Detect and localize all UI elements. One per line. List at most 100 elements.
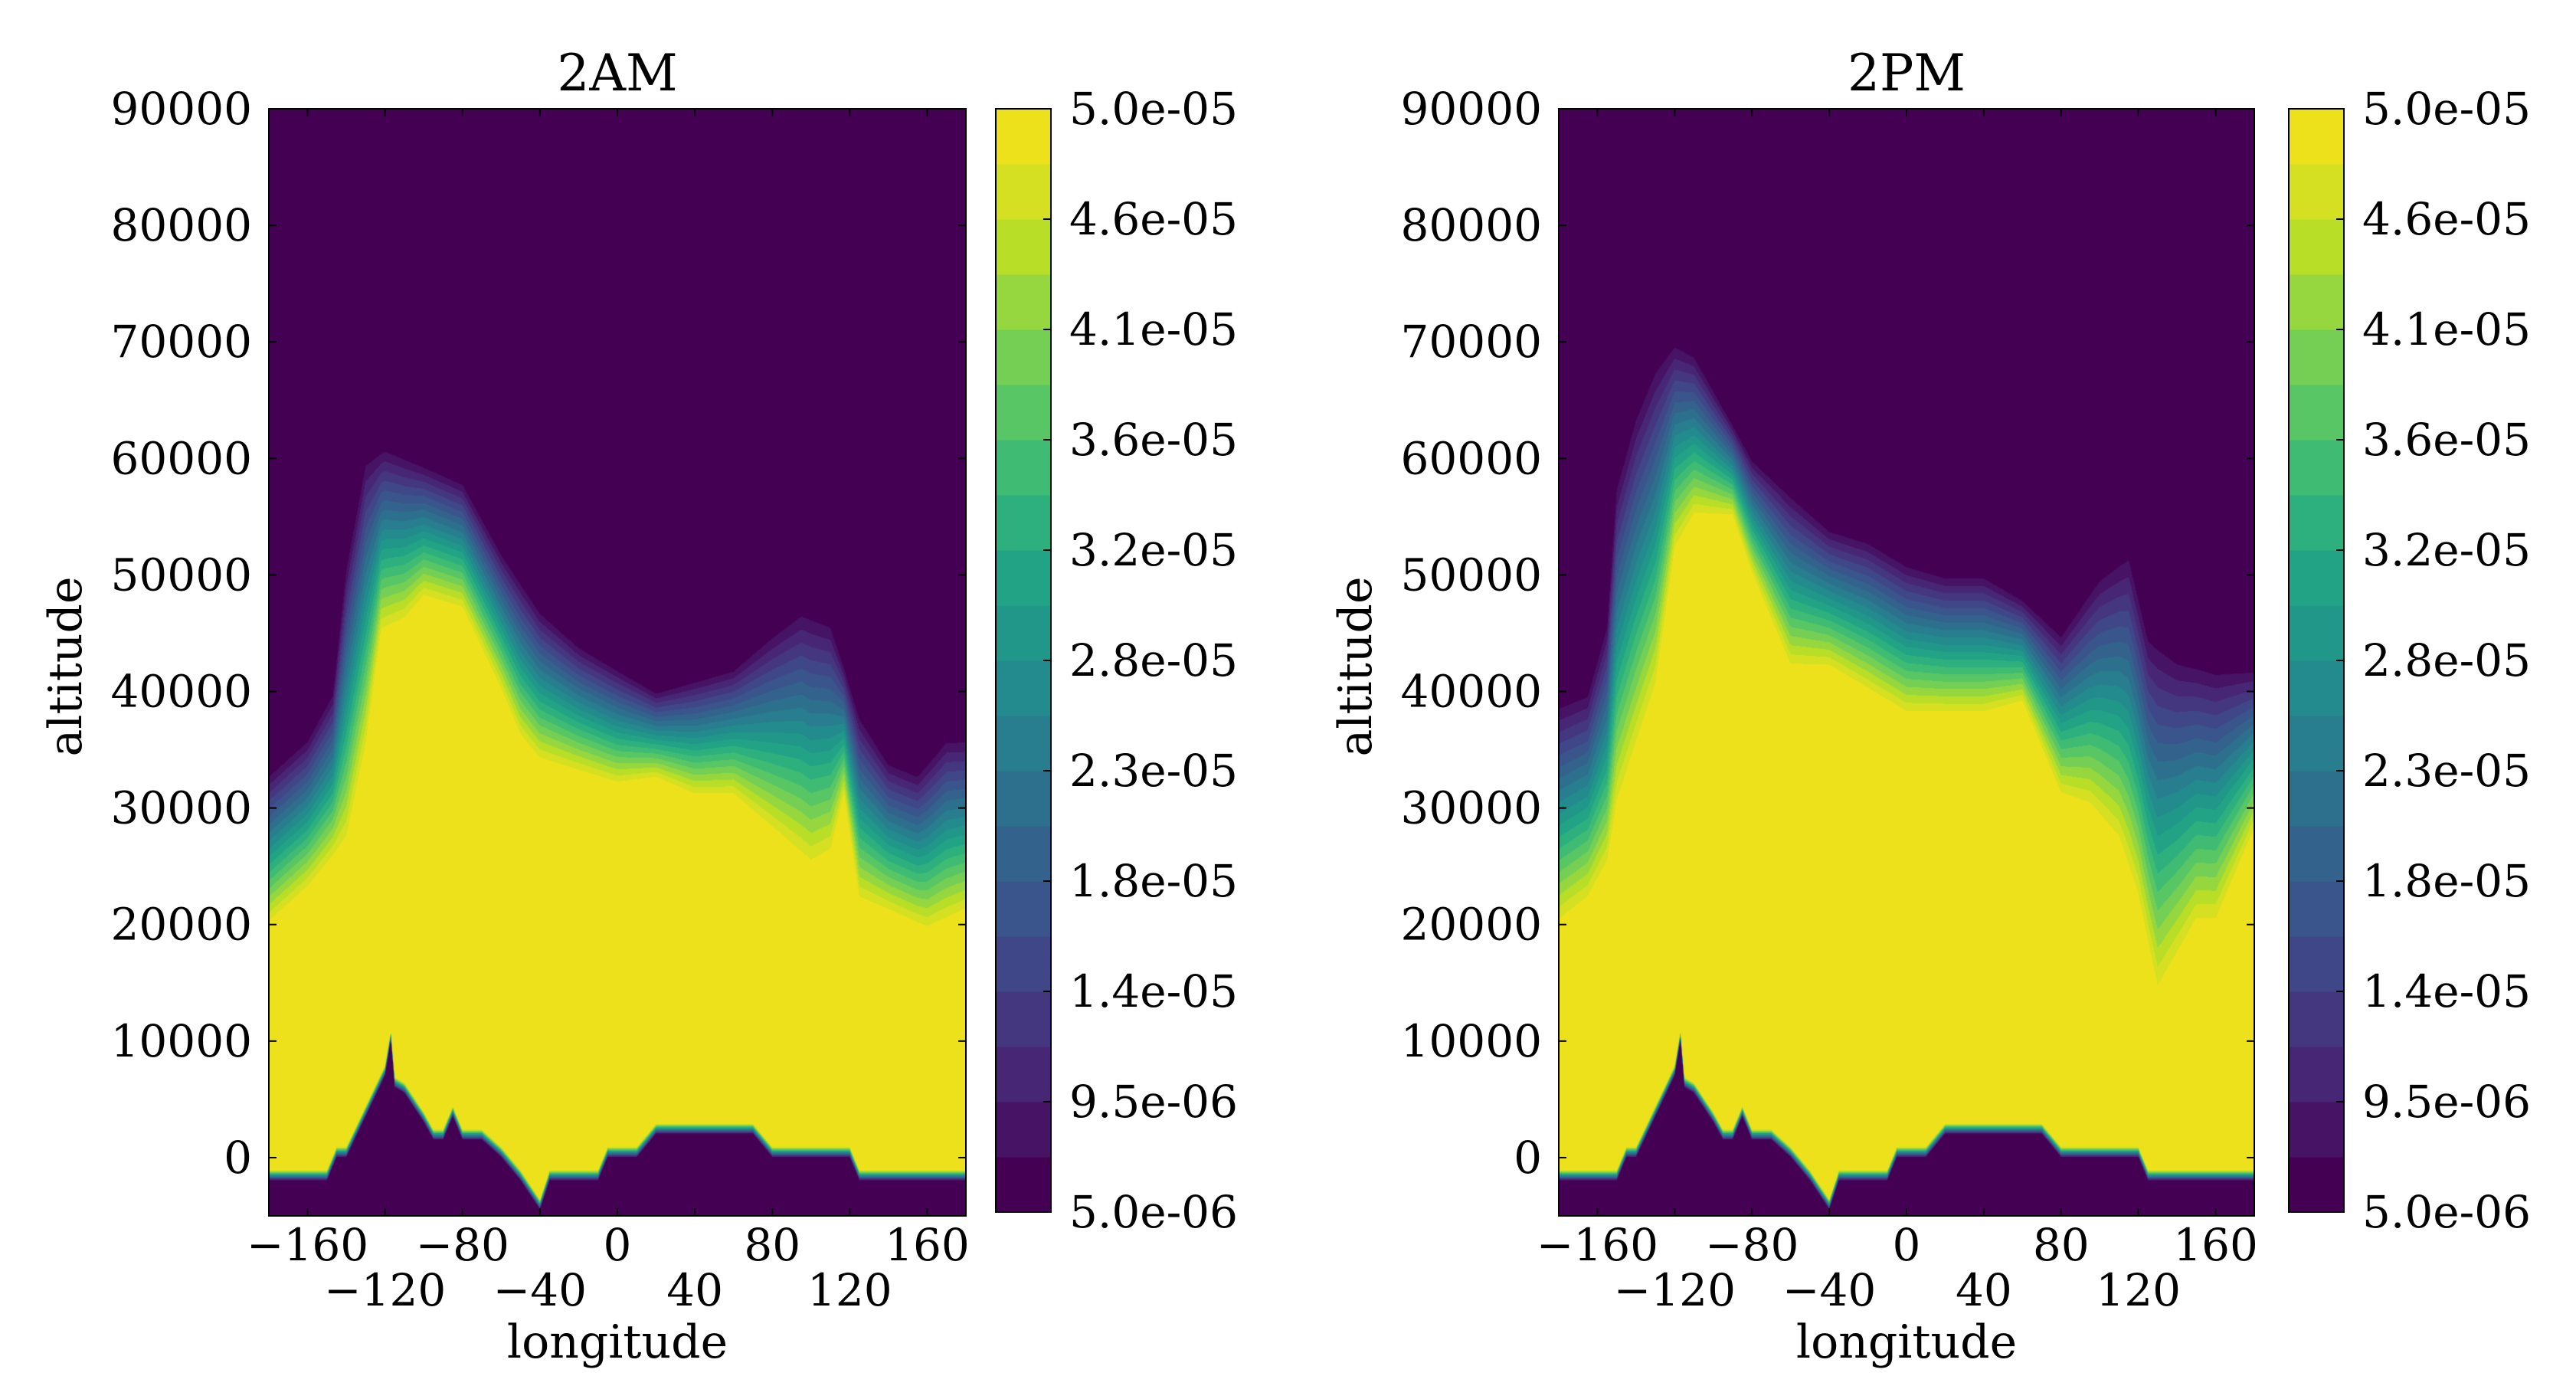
y-tick-label: 40000 — [110, 666, 252, 718]
y-tick-label: 10000 — [1400, 1015, 1542, 1067]
y-tick-label: 0 — [1514, 1132, 1542, 1184]
colorbar-tick-label: 4.6e-05 — [1069, 193, 1238, 245]
x-tick-label: 40 — [666, 1264, 723, 1316]
y-tick-label: 50000 — [1400, 549, 1542, 601]
colorbar-band — [2289, 164, 2344, 220]
x-tick-label: −160 — [247, 1219, 368, 1271]
colorbar-tick-label: 3.2e-05 — [1069, 524, 1238, 576]
colorbar-tick-label: 1.4e-05 — [2362, 965, 2531, 1017]
chart-title: 2PM — [1848, 44, 1966, 103]
x-tick-label: −80 — [416, 1219, 509, 1271]
colorbar-band — [996, 329, 1051, 385]
colorbar-band — [996, 881, 1051, 937]
x-axis-label: longitude — [1796, 1315, 2017, 1369]
colorbar-band — [2289, 771, 2344, 827]
colorbar-tick-label: 3.2e-05 — [2362, 524, 2531, 576]
y-tick-label: 60000 — [110, 432, 252, 484]
colorbar-band — [2289, 716, 2344, 772]
colorbar-band — [996, 440, 1051, 496]
colorbar-band — [996, 495, 1051, 551]
x-tick-label: 0 — [604, 1219, 632, 1271]
x-tick-label: −80 — [1705, 1219, 1799, 1271]
colorbar: 5.0e-06 9.5e-06 1.4e-05 1.8e-05 2.3e-05 2.8e-… — [995, 83, 1238, 1238]
colorbar-band — [2289, 385, 2344, 441]
colorbar-tick-label: 2.8e-05 — [2362, 634, 2531, 686]
y-tick-label: 20000 — [1400, 899, 1542, 951]
colorbar-band — [2289, 329, 2344, 385]
x-tick-label: 80 — [744, 1219, 800, 1271]
axes-frame — [1558, 108, 2255, 1217]
colorbar-band — [996, 219, 1051, 275]
contour-field-2am — [269, 109, 966, 1216]
colorbar-band — [996, 660, 1051, 716]
colorbar-tick-label: 3.6e-05 — [1069, 414, 1238, 466]
colorbar-band — [996, 605, 1051, 661]
colorbar-tick-label: 9.5e-06 — [1069, 1076, 1238, 1128]
colorbar-band — [2289, 991, 2344, 1047]
colorbar-band — [2289, 826, 2344, 882]
colorbar-tick-label: 1.4e-05 — [1069, 965, 1238, 1017]
y-tick-label: 50000 — [110, 549, 252, 601]
y-tick-label: 80000 — [110, 199, 252, 251]
colorbar-tick-label: 4.6e-05 — [2362, 193, 2531, 245]
colorbar-tick-label: 9.5e-06 — [2362, 1076, 2531, 1128]
colorbar-tick-label: 5.0e-06 — [2362, 1186, 2531, 1238]
y-tick-label: 10000 — [110, 1015, 252, 1067]
x-tick-label: −120 — [1614, 1264, 1736, 1316]
y-tick-label: 90000 — [110, 83, 252, 135]
y-tick-label: 0 — [224, 1132, 252, 1184]
colorbar-band — [996, 716, 1051, 772]
colorbar-band — [2289, 495, 2344, 551]
y-tick-label: 70000 — [1400, 316, 1542, 368]
colorbar-band — [996, 109, 1051, 165]
colorbar-tick-label: 4.1e-05 — [2362, 303, 2531, 355]
colorbar-band — [2289, 936, 2344, 992]
x-tick-label: −120 — [324, 1264, 446, 1316]
y-tick-label: 30000 — [110, 782, 252, 834]
colorbar-band — [2289, 109, 2344, 165]
x-tick-label: −40 — [493, 1264, 587, 1316]
y-axis-label: altitude — [1329, 577, 1383, 757]
x-tick-label: 120 — [2096, 1264, 2181, 1316]
x-tick-label: 120 — [807, 1264, 892, 1316]
colorbar-band — [2289, 219, 2344, 275]
colorbar-band — [2289, 660, 2344, 716]
x-tick-label: −40 — [1782, 1264, 1876, 1316]
colorbar-tick-label: 3.6e-05 — [2362, 414, 2531, 466]
colorbar-band — [2289, 440, 2344, 496]
colorbar-tick-label: 2.3e-05 — [1069, 745, 1238, 797]
colorbar-tick-label: 5.0e-05 — [1069, 83, 1238, 135]
colorbar-band — [996, 164, 1051, 220]
colorbar-band — [996, 771, 1051, 827]
colorbar: 5.0e-06 9.5e-06 1.4e-05 1.8e-05 2.3e-05 2.8e-… — [2288, 83, 2531, 1238]
colorbar-band — [2289, 1157, 2344, 1213]
colorbar-band — [996, 1047, 1051, 1102]
colorbar-band — [2289, 1102, 2344, 1158]
colorbar-tick-label: 2.3e-05 — [2362, 745, 2531, 797]
x-axis-label: longitude — [507, 1315, 728, 1369]
y-tick-label: 90000 — [1400, 83, 1542, 135]
y-tick-label: 30000 — [1400, 782, 1542, 834]
colorbar-band — [2289, 605, 2344, 661]
x-tick-label: 160 — [2173, 1219, 2258, 1271]
x-tick-label: 80 — [2033, 1219, 2090, 1271]
y-tick-label: 40000 — [1400, 666, 1542, 718]
colorbar-band — [996, 936, 1051, 992]
y-tick-label: 60000 — [1400, 432, 1542, 484]
colorbar-tick-label: 5.0e-06 — [1069, 1186, 1238, 1238]
colorbar-band — [2289, 550, 2344, 606]
y-tick-label: 20000 — [110, 899, 252, 951]
colorbar-tick-label: 1.8e-05 — [1069, 855, 1238, 907]
y-axis-label: altitude — [39, 577, 93, 757]
axes-frame — [268, 108, 967, 1217]
chart-title: 2AM — [557, 44, 677, 103]
colorbar-band — [996, 550, 1051, 606]
colorbar-band — [2289, 274, 2344, 330]
colorbar-tick-label: 2.8e-05 — [1069, 634, 1238, 686]
colorbar-band — [996, 274, 1051, 330]
x-tick-label: −160 — [1537, 1219, 1658, 1271]
